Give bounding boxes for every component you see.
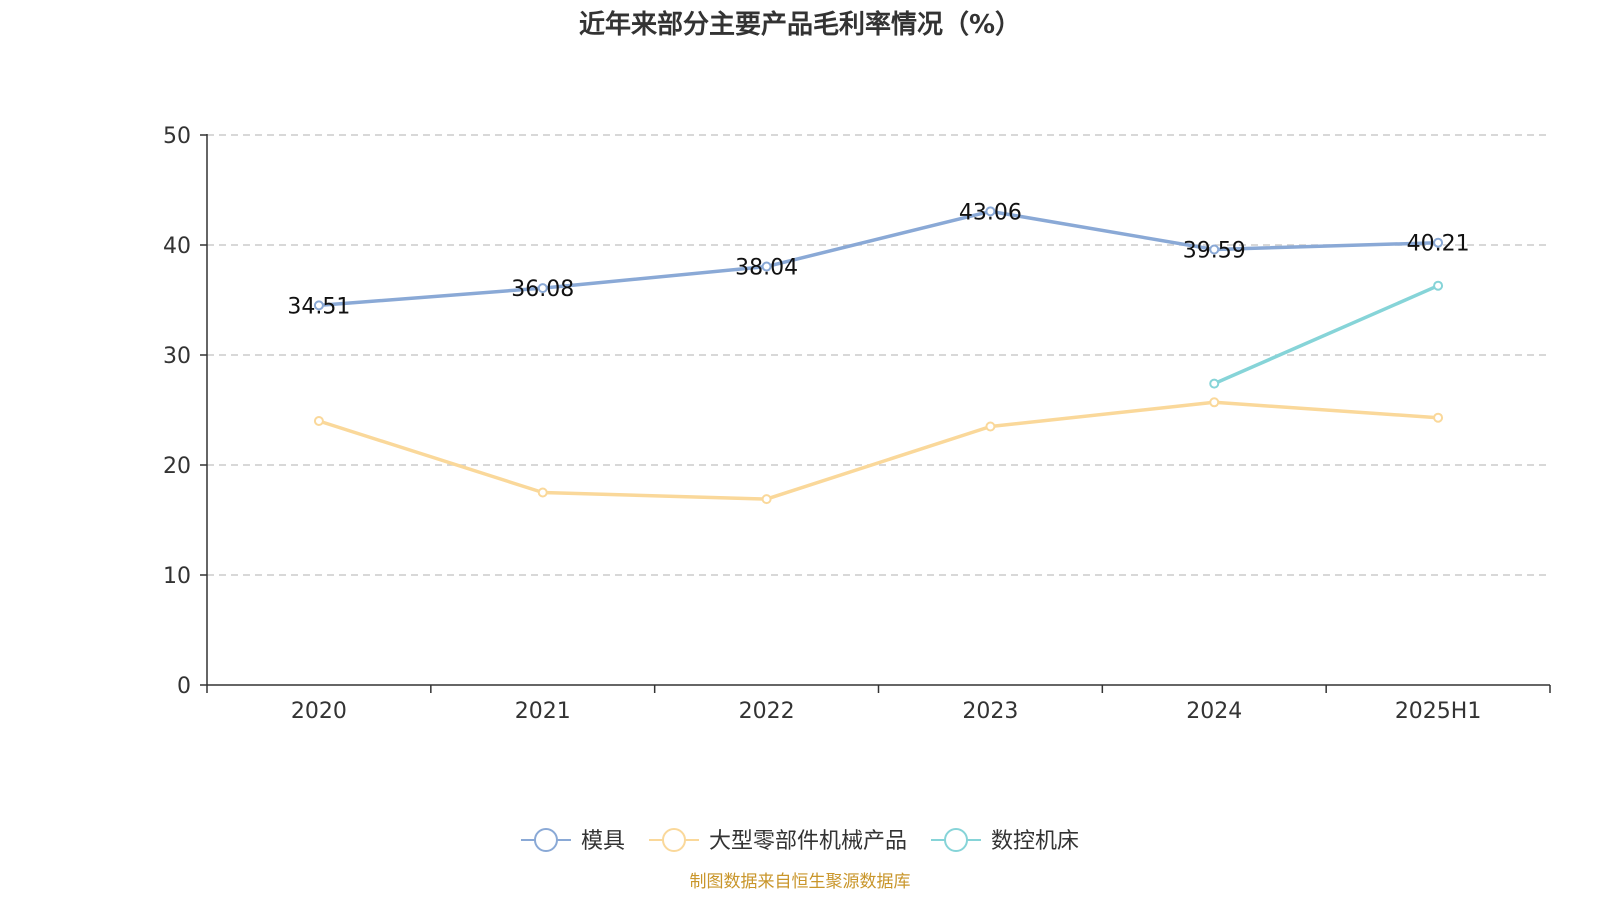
data-label: 38.04: [735, 256, 798, 281]
data-point: [1433, 280, 1444, 291]
data-label: 34.51: [287, 294, 350, 319]
legend-item[interactable]: 大型零部件机械产品: [648, 828, 907, 854]
x-tick-label: 2020: [291, 699, 347, 724]
y-tick-label: 10: [163, 564, 191, 589]
data-point: [985, 206, 996, 217]
series-line: [317, 400, 1440, 501]
legend-label: 模具: [581, 829, 625, 854]
y-tick-label: 0: [177, 674, 191, 699]
legend-circle-icon: [661, 828, 686, 852]
legend-label: 大型零部件机械产品: [709, 829, 907, 854]
x-tick-label: 2021: [515, 699, 571, 724]
series-2: [1209, 280, 1444, 389]
data-point: [537, 283, 548, 294]
legend-item[interactable]: 数控机床: [931, 828, 1079, 854]
series-1: [313, 397, 1444, 505]
y-tick-label: 30: [163, 344, 191, 369]
x-tick-label: 2022: [739, 699, 795, 724]
data-point: [985, 421, 996, 432]
legend-label: 数控机床: [991, 829, 1079, 854]
data-point: [1209, 397, 1220, 408]
x-tick-label: 2023: [962, 699, 1018, 724]
data-label: 40.21: [1407, 232, 1470, 257]
y-tick-label: 50: [163, 124, 191, 149]
series-0: [313, 206, 1444, 311]
data-point: [1209, 378, 1220, 389]
legend-item[interactable]: 模具: [520, 828, 625, 854]
axes: 0 10 20 30 40 50 2020 2021 2022 2023 2024 2025H1: [163, 124, 1551, 724]
data-point: [537, 487, 548, 498]
data-label: 43.06: [959, 200, 1022, 225]
data-label: 36.08: [511, 277, 574, 302]
series-line: [317, 209, 1440, 308]
legend-circle-icon: [533, 828, 558, 852]
data-point: [761, 494, 772, 505]
legend-circle-icon: [944, 828, 969, 852]
series-layer: [313, 206, 1444, 505]
data-labels: 34.51 36.08 38.04 43.06 39.59 40.21: [287, 200, 1469, 319]
chart-title: 近年来部分主要产品毛利率情况（%）: [579, 9, 1021, 40]
legend[interactable]: 模具 大型零部件机械产品 数控机床: [520, 828, 1079, 854]
series-line: [1212, 283, 1440, 386]
y-tick-label: 20: [163, 454, 191, 479]
data-point: [1433, 237, 1444, 248]
source-note: 制图数据来自恒生聚源数据库: [690, 872, 911, 892]
x-tick-label: 2025H1: [1395, 699, 1482, 724]
data-label: 39.59: [1183, 239, 1246, 264]
x-tick-label: 2024: [1186, 699, 1242, 724]
data-point: [1209, 244, 1220, 255]
grid-lines: [207, 134, 1550, 576]
data-point: [1433, 412, 1444, 423]
data-point: [313, 416, 324, 426]
data-point: [313, 300, 324, 311]
data-point: [761, 261, 772, 272]
y-tick-label: 40: [163, 234, 191, 259]
